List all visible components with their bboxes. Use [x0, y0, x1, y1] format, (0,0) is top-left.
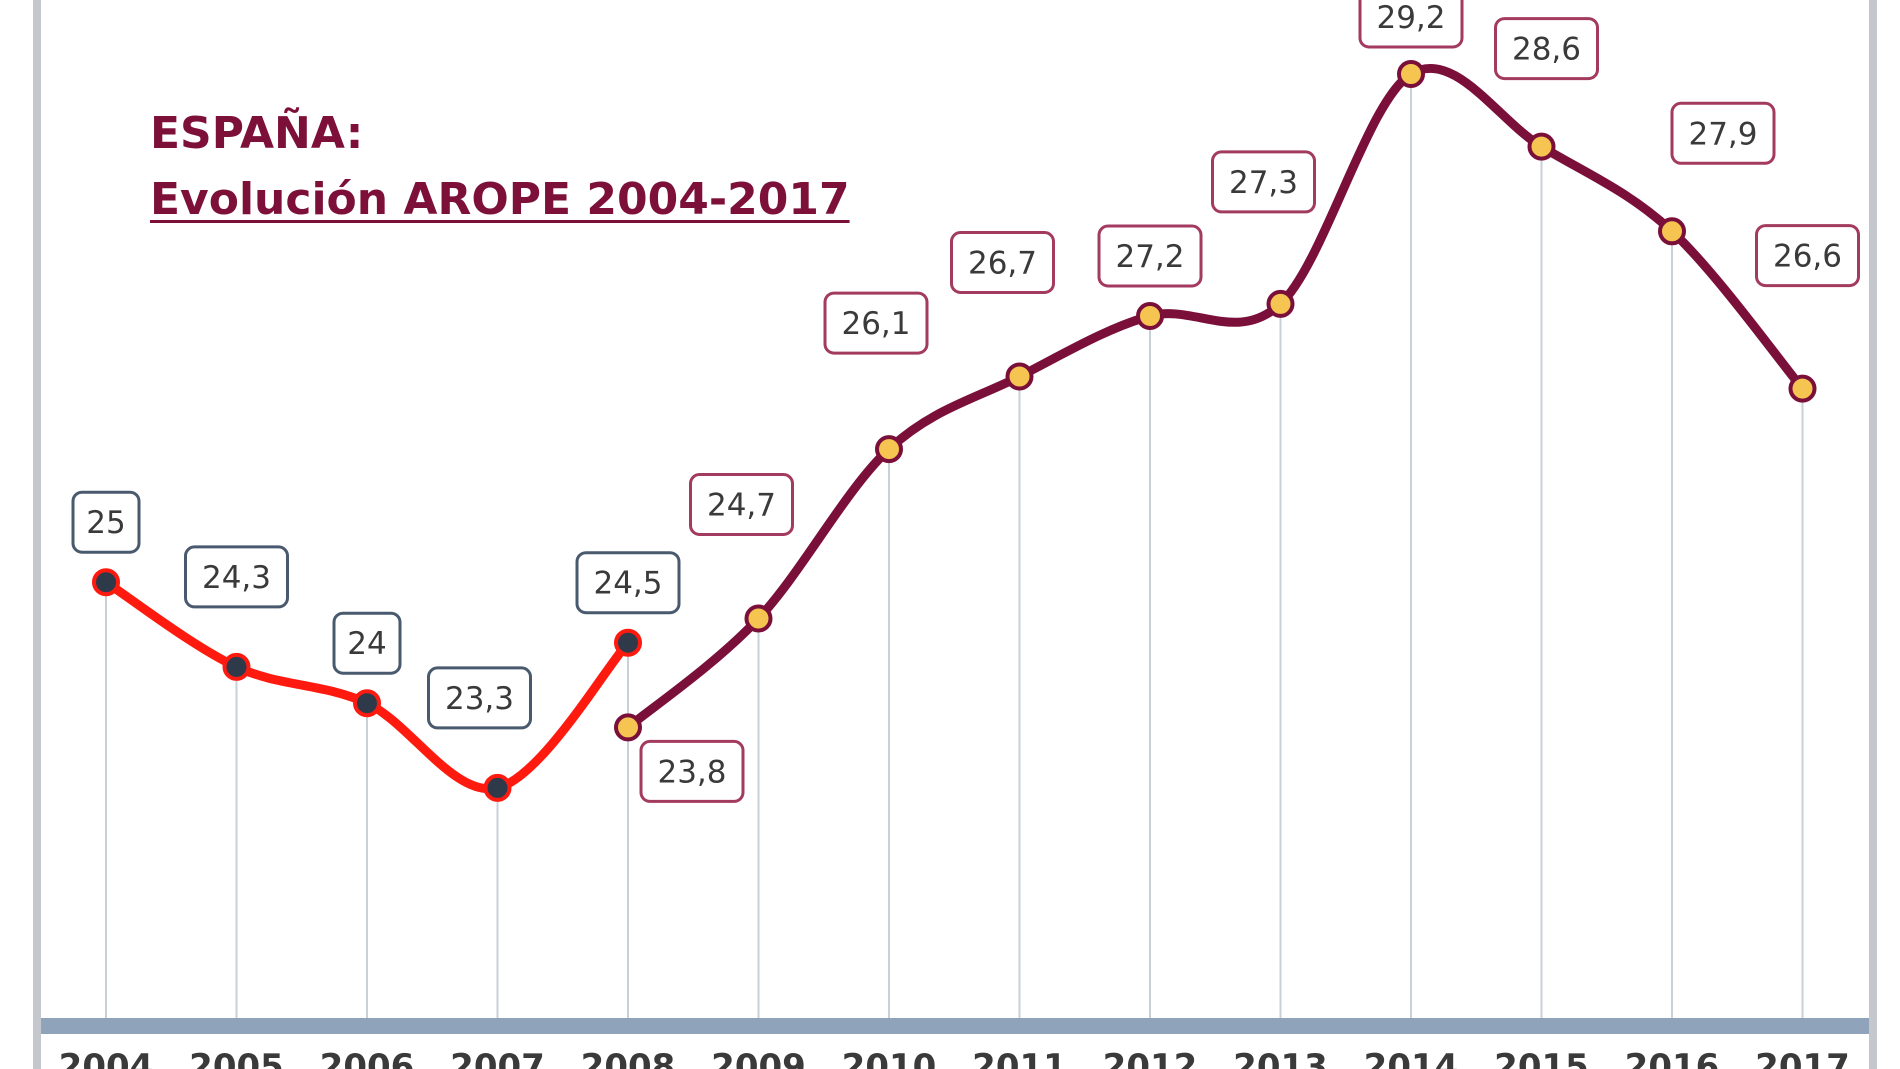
- data-label-text: 27,2: [1115, 239, 1184, 275]
- data-label-2007-s1: 23,3: [427, 666, 532, 730]
- x-tick-2008: 2008: [581, 1047, 676, 1069]
- data-point-2013-s2: [1266, 289, 1295, 318]
- data-label-2008-s2: 23,8: [639, 739, 745, 803]
- data-label-text: 26,1: [841, 306, 910, 342]
- data-label-box: [639, 739, 745, 803]
- data-label-box: [427, 666, 532, 730]
- data-label-2016-s2: 27,9: [1670, 101, 1776, 165]
- data-point-2010-s2: [875, 435, 903, 464]
- x-tick-2005: 2005: [189, 1047, 284, 1069]
- x-tick-2012: 2012: [1103, 1047, 1198, 1069]
- data-label-2017-s2: 26,6: [1755, 224, 1860, 288]
- data-point-2004-s1: [92, 568, 120, 597]
- data-point-2006-s1: [353, 689, 381, 718]
- data-label-2013-s2: 27,3: [1211, 150, 1316, 214]
- data-point-2005-s1: [222, 652, 251, 681]
- x-tick-2015: 2015: [1494, 1047, 1589, 1069]
- data-label-box: [1358, 0, 1464, 49]
- data-label-2005-s1: 24,3: [184, 545, 289, 609]
- x-tick-layer: 2004 2005 2006 2007 2008 2009 2010 2011 2012 2013…: [59, 1047, 1850, 1069]
- x-tick-2007: 2007: [450, 1047, 545, 1069]
- data-point-2009-s2: [744, 604, 773, 633]
- x-tick-2013: 2013: [1233, 1047, 1328, 1069]
- chart-title-line1: ESPAÑA:: [150, 108, 364, 159]
- data-label-text: 27,3: [1229, 165, 1298, 201]
- data-label-text: 28,6: [1512, 32, 1581, 68]
- x-tick-2009: 2009: [711, 1047, 806, 1069]
- x-tick-2017: 2017: [1755, 1047, 1850, 1069]
- x-tick-2014: 2014: [1364, 1047, 1459, 1069]
- series-layer: [92, 60, 1817, 802]
- data-label-layer: 25 24,3 24 23,3 24,5 23,8 24,7 26,1 26,7 27,2 27,3…: [71, 0, 1860, 803]
- data-point-2008-s1: [614, 628, 642, 657]
- data-point-2015-s2: [1527, 132, 1556, 161]
- x-tick-2016: 2016: [1625, 1047, 1720, 1069]
- data-label-box: [1211, 150, 1316, 214]
- data-label-text: 23,8: [657, 754, 726, 790]
- data-label-2009-s2: 24,7: [689, 473, 794, 536]
- drop-lines: [105, 74, 1804, 1018]
- data-label-2010-s2: 26,1: [823, 291, 929, 355]
- x-tick-2010: 2010: [842, 1047, 937, 1069]
- x-tick-2011: 2011: [972, 1047, 1067, 1069]
- data-label-2004-s1: 25: [71, 490, 141, 554]
- chart-title-line2: Evolución AROPE 2004-2017: [150, 174, 850, 225]
- data-label-box: [1494, 17, 1599, 81]
- data-label-2014-s2: 29,2: [1358, 0, 1464, 49]
- data-label-text: 23,3: [445, 681, 514, 717]
- data-label-text: 26,6: [1773, 239, 1842, 275]
- data-point-2007-s1: [483, 773, 512, 802]
- data-label-text: 27,9: [1688, 116, 1757, 152]
- data-label-text: 26,7: [968, 246, 1037, 282]
- chart-frame: [33, 0, 1877, 1069]
- series-line-2: [623, 63, 1807, 732]
- data-point-2011-s2: [1005, 362, 1034, 391]
- data-point-2008-s2: [614, 713, 642, 742]
- data-label-text: 24: [347, 626, 386, 662]
- data-label-text: 25: [86, 505, 125, 541]
- data-label-text: 24,7: [707, 488, 776, 524]
- data-label-2008-s1: 24,5: [575, 551, 681, 615]
- x-tick-2004: 2004: [59, 1047, 154, 1069]
- data-label-2015-s2: 28,6: [1494, 17, 1599, 81]
- data-point-2012-s2: [1136, 302, 1164, 330]
- data-label-box: [689, 473, 794, 536]
- data-label-2011-s2: 26,7: [950, 231, 1055, 294]
- data-label-box: [950, 231, 1055, 294]
- data-label-2006-s1: 24: [332, 611, 402, 675]
- data-point-2014-s2: [1397, 60, 1425, 88]
- x-axis-band: [41, 1018, 1869, 1034]
- data-label-text: 24,3: [202, 560, 271, 596]
- data-point-2016-s2: [1658, 217, 1686, 246]
- data-label-box: [184, 545, 289, 609]
- data-label-text: 29,2: [1376, 0, 1445, 36]
- data-label-box: [1097, 224, 1203, 288]
- data-label-2012-s2: 27,2: [1097, 224, 1203, 288]
- data-label-text: 24,5: [593, 566, 662, 602]
- data-label-box: [332, 611, 402, 675]
- data-label-box: [823, 291, 929, 355]
- data-point-2017-s2: [1788, 374, 1817, 403]
- x-tick-2006: 2006: [320, 1047, 415, 1069]
- data-label-box: [575, 551, 681, 615]
- data-label-box: [1755, 224, 1860, 288]
- data-label-box: [1670, 101, 1776, 165]
- data-label-box: [71, 490, 141, 554]
